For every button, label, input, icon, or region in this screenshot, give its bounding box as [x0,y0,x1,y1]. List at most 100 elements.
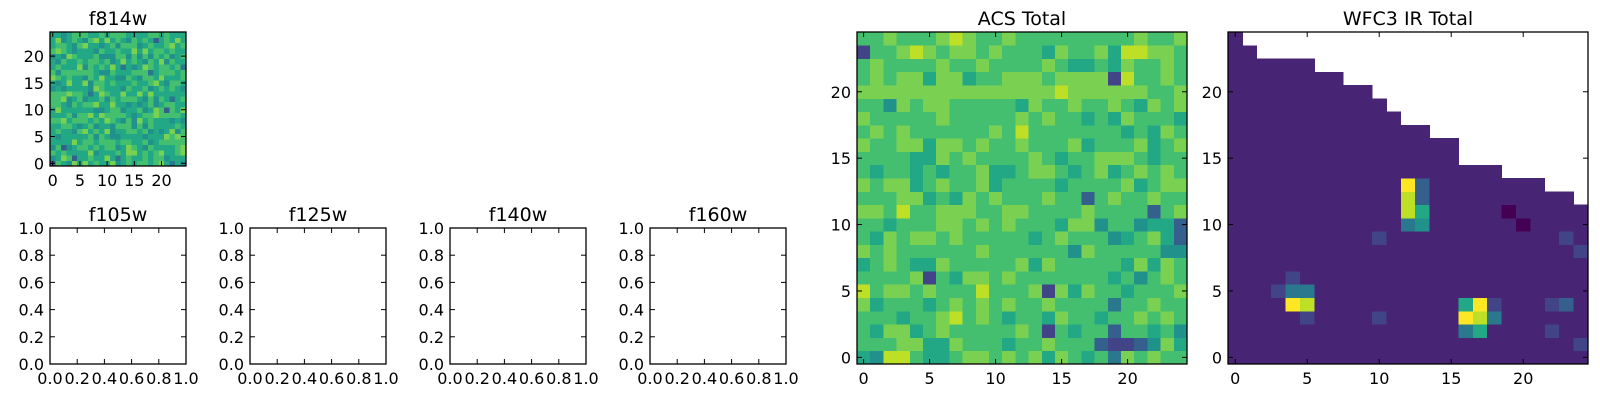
heatmap-cell [104,144,111,151]
heatmap-cell [1134,337,1148,352]
heatmap-cell [1173,45,1188,59]
heatmap-cell [1160,284,1175,298]
heatmap-cell [115,48,122,54]
heatmap-cell [936,191,950,206]
heatmap-cell [109,101,116,108]
heatmap-cell [142,107,149,113]
heatmap-cell [870,124,884,139]
heatmap-cell [1372,271,1387,285]
heatmap-cell [158,117,165,124]
heatmap-cell [1559,350,1574,365]
heatmap-cell [82,80,89,86]
heatmap-cell [104,48,111,54]
heatmap-cell [962,178,977,192]
heatmap-cell [164,133,171,140]
heatmap-cell [1121,58,1135,73]
heatmap-cell [71,74,78,81]
heatmap-cell [115,128,122,135]
heatmap-cell [1041,231,1056,245]
heatmap-cell [1415,284,1430,298]
heatmap-cell [909,71,924,86]
heatmap-cell [66,117,73,124]
axes-frame [249,227,387,365]
heatmap-cell [1094,45,1109,59]
heatmap-cell [989,231,1003,245]
heatmap-cell [1544,244,1560,259]
heatmap-cell [1015,164,1029,179]
heatmap-cell [923,45,937,59]
y-tick-label: 20 [831,83,851,102]
heatmap-cell [1134,310,1148,325]
heatmap-cell [1028,271,1043,285]
heatmap-cell [1573,217,1589,232]
heatmap-cell [1516,297,1531,312]
heatmap-cell [1487,191,1502,206]
heatmap-cell [180,155,187,162]
heatmap-cell [923,231,937,245]
heatmap-cell [175,53,181,60]
heatmap-cell [1081,124,1095,139]
heatmap-cell [169,37,176,44]
heatmap-cell [1271,191,1286,206]
heatmap-cell [1041,217,1056,232]
heatmap-cell [131,85,138,92]
heatmap-cell [1386,337,1402,352]
heatmap-cell [1415,271,1430,285]
heatmap-cell [147,48,154,54]
heatmap-cell [896,257,911,272]
heatmap-cell [1002,257,1016,272]
heatmap-cell [88,53,94,60]
heatmap-cell [1228,191,1243,206]
heatmap-cell [142,123,149,129]
heatmap-cell [975,178,990,192]
heatmap-cell [1544,310,1560,325]
heatmap-cell [1271,257,1286,272]
heatmap-cell [896,98,911,113]
heatmap-cell [1386,271,1402,285]
heatmap-cell [989,71,1003,86]
heatmap-cell [989,350,1003,365]
heatmap-cell [936,231,950,245]
heatmap-cell [55,112,62,119]
heatmap-cell [180,123,187,129]
y-tick-label: 0.0 [19,355,44,374]
heatmap-cell [1134,324,1148,338]
heatmap-cell [870,138,884,152]
heatmap-cell [1160,138,1175,152]
heatmap-cell [158,80,165,86]
heatmap-cell [147,101,154,108]
axes-frame [1227,31,1589,365]
heatmap-cell [923,58,937,73]
heatmap-cell [883,111,897,126]
heatmap-cell [1501,297,1517,312]
heatmap-cell [1055,45,1069,59]
heatmap-cell [949,58,963,73]
heatmap-cell [870,350,884,365]
heatmap-cell [158,149,165,156]
heatmap-cell [1458,324,1474,338]
heatmap-cell [883,151,897,166]
heatmap-cell [857,324,871,338]
heatmap-cell [82,149,89,156]
heatmap-cell [1472,257,1488,272]
heatmap-cell [1372,231,1387,245]
heatmap-cell [1530,204,1546,219]
heatmap-cell [1271,217,1286,232]
heatmap-cell [50,85,56,92]
heatmap-cell [131,101,138,108]
heatmap-cell [55,90,62,97]
heatmap-cell [88,48,94,54]
heatmap-cell [1134,111,1148,126]
heatmap-cell [164,80,171,86]
heatmap-cell [93,85,100,92]
heatmap-cell [1357,151,1373,166]
heatmap-cell [77,58,84,65]
y-tick-label: 5 [841,282,851,301]
heatmap-cell [175,123,181,129]
heatmap-cell [975,271,990,285]
heatmap-cell [1121,111,1135,126]
heatmap-cell [975,204,990,219]
heatmap-cell [1160,257,1175,272]
heatmap-cell [1400,244,1416,259]
heatmap-cell [1285,58,1301,73]
